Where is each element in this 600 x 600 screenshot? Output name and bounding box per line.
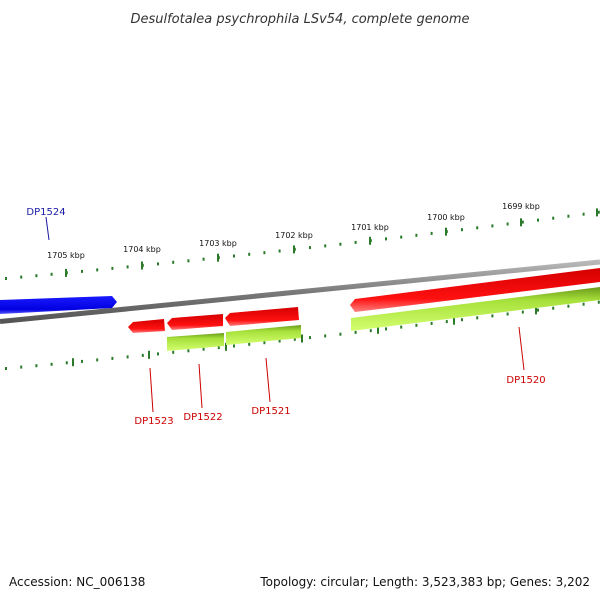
- outer-scale-ticks: [5, 208, 600, 280]
- gene-dp1524-arrow[interactable]: [0, 296, 117, 314]
- scale-label-1701: 1701 kbp: [351, 223, 389, 232]
- inner-scale-ticks: [5, 300, 600, 370]
- gene-dp1523-leader: [149, 367, 154, 413]
- gene-label-dp1520[interactable]: DP1520: [506, 375, 545, 386]
- accession-text: Accession: NC_006138: [9, 575, 145, 589]
- scale-label-1703: 1703 kbp: [199, 239, 237, 248]
- genome-backbone: [0, 259, 600, 324]
- gene-dp1522-arrow[interactable]: [167, 314, 223, 330]
- gene-dp1523-arrow[interactable]: [128, 319, 165, 333]
- scale-label-1704: 1704 kbp: [123, 245, 161, 254]
- gene-dp1520-leader: [518, 326, 525, 371]
- gene-dp1521-arrow[interactable]: [225, 307, 299, 326]
- scale-label-1699: 1699 kbp: [502, 202, 540, 211]
- cds-dp1521-bar[interactable]: [226, 325, 301, 345]
- cds-dp1520-bar[interactable]: [351, 287, 600, 331]
- scale-label-1702: 1702 kbp: [275, 231, 313, 240]
- scale-label-1705: 1705 kbp: [47, 251, 85, 260]
- gene-label-dp1524[interactable]: DP1524: [26, 207, 65, 218]
- scale-label-1700: 1700 kbp: [427, 213, 465, 222]
- gene-dp1520-arrow[interactable]: [350, 268, 600, 312]
- gene-dp1521-leader: [265, 357, 271, 403]
- gene-label-dp1523[interactable]: DP1523: [134, 416, 173, 427]
- cds-dp1522-bar[interactable]: [167, 333, 224, 351]
- genome-summary-text: Topology: circular; Length: 3,523,383 bp…: [259, 575, 590, 589]
- gene-dp1524-leader: [45, 216, 50, 241]
- gene-label-dp1522[interactable]: DP1522: [183, 412, 222, 423]
- gene-dp1522-leader: [198, 363, 203, 409]
- gene-label-dp1521[interactable]: DP1521: [251, 406, 290, 417]
- map-title: Desulfotalea psychrophila LSv54, complet…: [130, 12, 469, 27]
